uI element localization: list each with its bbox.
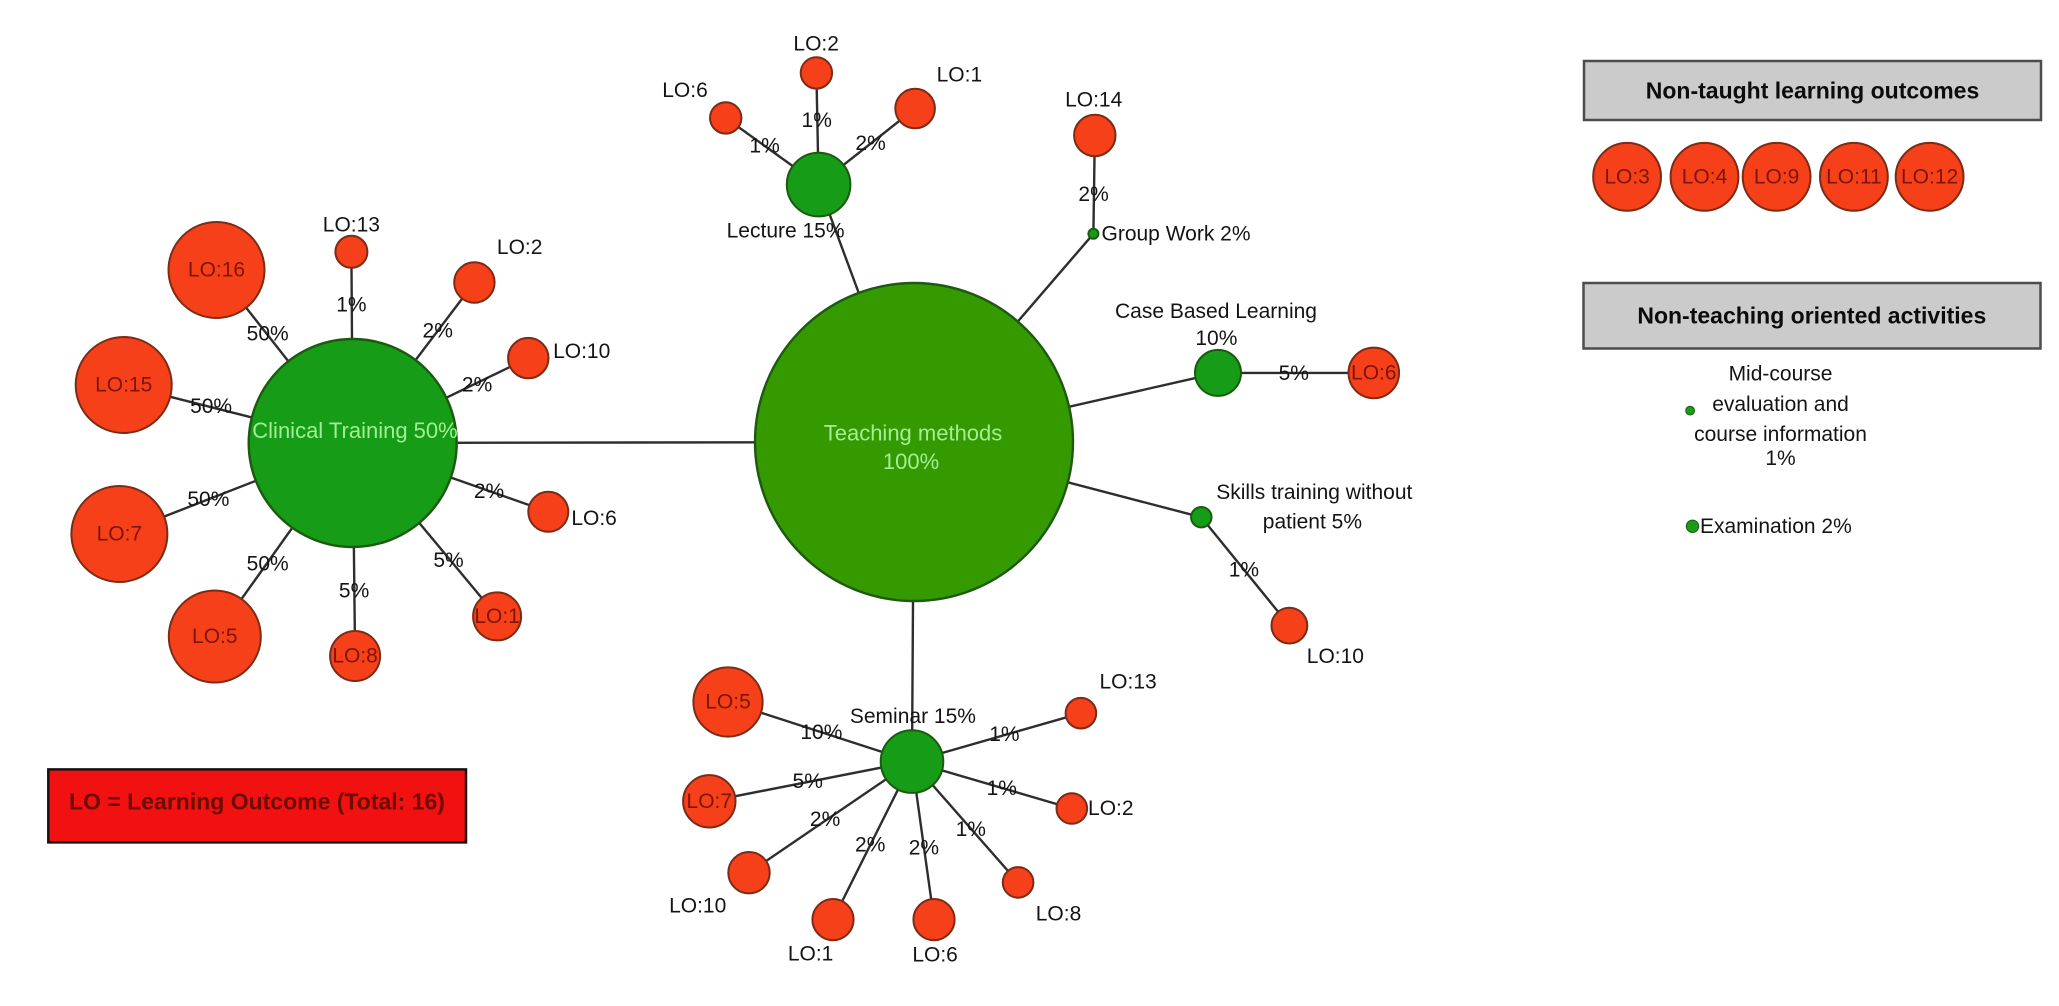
svg-text:LO:6: LO:6: [912, 943, 958, 966]
svg-text:2%: 2%: [909, 837, 939, 860]
svg-text:LO:13: LO:13: [1099, 671, 1156, 694]
svg-text:LO:1: LO:1: [474, 605, 520, 628]
svg-text:2%: 2%: [474, 480, 504, 503]
svg-text:5%: 5%: [433, 549, 463, 572]
svg-text:Skills training without: Skills training without: [1216, 481, 1412, 504]
svg-text:10%: 10%: [1195, 327, 1237, 350]
svg-text:2%: 2%: [1078, 183, 1108, 206]
svg-text:50%: 50%: [190, 395, 232, 418]
svg-text:Teaching methods: Teaching methods: [824, 421, 1003, 446]
svg-text:1%: 1%: [1229, 558, 1259, 581]
svg-text:LO:6: LO:6: [571, 507, 617, 530]
svg-text:2%: 2%: [810, 808, 840, 831]
svg-text:Case Based Learning: Case Based Learning: [1115, 300, 1317, 323]
svg-text:course information: course information: [1694, 423, 1867, 446]
svg-text:LO:6: LO:6: [1351, 361, 1397, 384]
svg-text:1%: 1%: [989, 723, 1019, 746]
svg-text:Mid-course: Mid-course: [1729, 363, 1833, 386]
svg-text:2%: 2%: [855, 132, 885, 155]
svg-text:LO:10: LO:10: [553, 340, 610, 363]
svg-text:1%: 1%: [956, 818, 986, 841]
svg-text:1%: 1%: [1765, 447, 1795, 470]
svg-text:LO:16: LO:16: [188, 259, 245, 282]
svg-text:LO:10: LO:10: [1307, 645, 1364, 668]
svg-text:LO:7: LO:7: [687, 790, 733, 813]
svg-text:LO:2: LO:2: [497, 236, 543, 259]
svg-text:Non-teaching oriented activiti: Non-teaching oriented activities: [1637, 303, 1986, 329]
svg-text:LO:8: LO:8: [1036, 903, 1082, 926]
svg-text:LO:13: LO:13: [323, 214, 380, 237]
svg-text:1%: 1%: [987, 777, 1017, 800]
svg-text:LO:11: LO:11: [1826, 165, 1882, 188]
svg-text:LO:6: LO:6: [662, 79, 708, 102]
svg-text:Seminar 15%: Seminar 15%: [850, 705, 976, 728]
svg-text:50%: 50%: [247, 322, 289, 345]
svg-text:2%: 2%: [855, 833, 885, 856]
svg-text:1%: 1%: [336, 294, 366, 317]
svg-text:LO:2: LO:2: [793, 32, 839, 55]
svg-text:LO:12: LO:12: [1901, 165, 1958, 188]
svg-text:evaluation and: evaluation and: [1712, 393, 1849, 416]
svg-text:LO:4: LO:4: [1682, 165, 1728, 188]
svg-text:50%: 50%: [247, 553, 289, 576]
svg-text:5%: 5%: [793, 770, 823, 793]
svg-text:Non-taught learning outcomes: Non-taught learning outcomes: [1646, 78, 1980, 104]
svg-text:100%: 100%: [883, 449, 939, 474]
svg-text:LO:14: LO:14: [1065, 89, 1123, 112]
svg-text:1%: 1%: [749, 134, 779, 157]
svg-text:5%: 5%: [339, 580, 369, 603]
svg-text:Clinical Training 50%: Clinical Training 50%: [252, 418, 457, 443]
svg-text:50%: 50%: [187, 488, 229, 511]
svg-text:LO:10: LO:10: [669, 894, 726, 917]
svg-text:LO:15: LO:15: [95, 374, 152, 397]
svg-text:10%: 10%: [800, 721, 842, 744]
svg-text:LO:2: LO:2: [1088, 797, 1134, 820]
svg-text:patient 5%: patient 5%: [1263, 510, 1362, 533]
svg-text:LO:8: LO:8: [332, 645, 378, 668]
svg-text:LO:9: LO:9: [1754, 165, 1800, 188]
svg-text:LO:5: LO:5: [192, 625, 238, 648]
svg-text:5%: 5%: [1279, 362, 1309, 385]
svg-text:LO = Learning Outcome (Total:: LO = Learning Outcome (Total: 16): [69, 789, 445, 815]
svg-text:LO:5: LO:5: [705, 691, 751, 714]
svg-text:1%: 1%: [802, 109, 832, 132]
svg-text:2%: 2%: [423, 320, 453, 343]
svg-text:LO:3: LO:3: [1604, 165, 1650, 188]
svg-text:LO:1: LO:1: [788, 942, 834, 965]
svg-text:Examination 2%: Examination 2%: [1700, 515, 1852, 538]
svg-text:2%: 2%: [462, 374, 492, 397]
svg-text:LO:1: LO:1: [937, 63, 983, 86]
svg-text:LO:7: LO:7: [97, 523, 143, 546]
svg-text:Group Work 2%: Group Work 2%: [1102, 223, 1251, 246]
svg-text:Lecture 15%: Lecture 15%: [727, 219, 845, 242]
